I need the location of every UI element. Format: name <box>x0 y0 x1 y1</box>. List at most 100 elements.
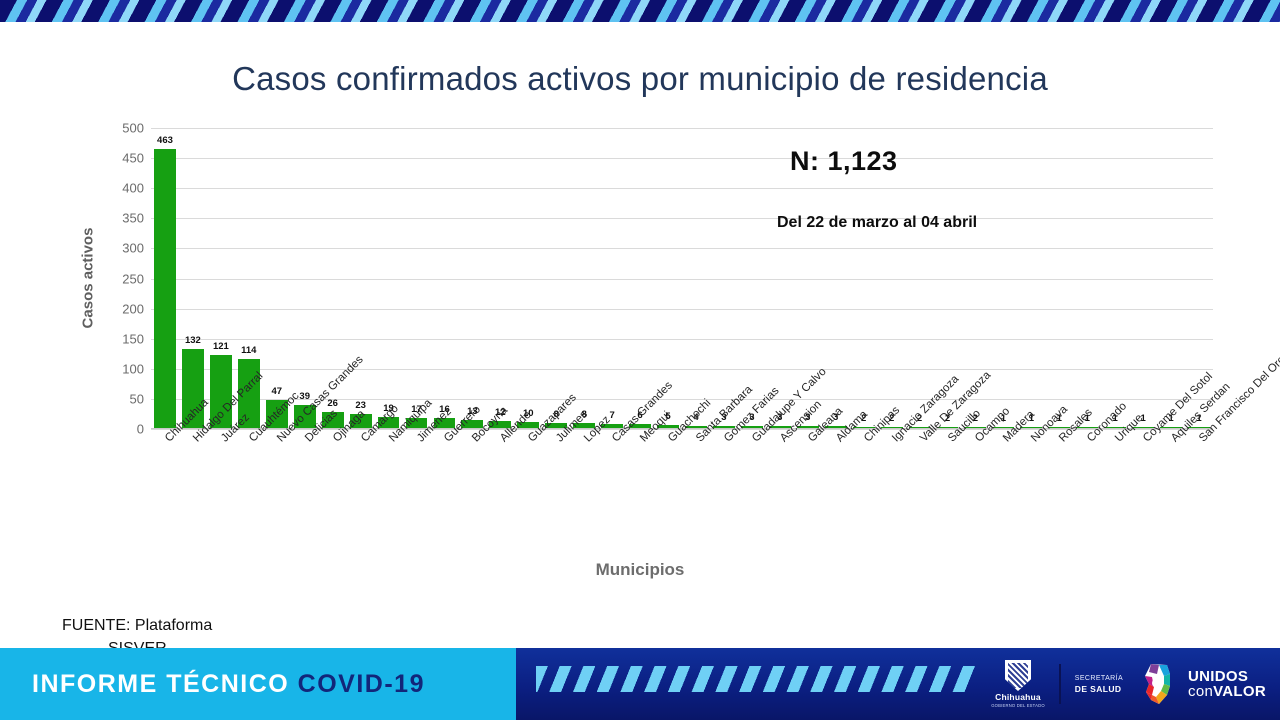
bar[interactable] <box>713 426 735 428</box>
bar[interactable] <box>517 421 540 428</box>
footer-stripes-decoration <box>536 666 976 692</box>
bar-value-label: 463 <box>157 135 173 147</box>
bar[interactable] <box>1160 426 1182 428</box>
bar-value-label: 19 <box>383 402 394 414</box>
y-axis-tick-label: 450 <box>122 150 144 166</box>
total-n-annotation: N: 1,123 <box>790 146 898 176</box>
bar[interactable] <box>154 149 176 428</box>
bar-value-label: 1 <box>1028 412 1034 424</box>
unidos-valor: VALOR <box>1213 683 1266 700</box>
gridline <box>151 429 1213 430</box>
chihuahua-map-svg <box>1145 664 1171 704</box>
bar[interactable] <box>768 426 791 428</box>
y-axis-tick-label: 0 <box>136 421 144 437</box>
page-title: Casos confirmados activos por municipio … <box>232 60 1048 97</box>
bar[interactable] <box>405 417 428 428</box>
bar-value-label: 8 <box>581 409 587 421</box>
gridline <box>151 338 1213 340</box>
gridline <box>151 308 1213 310</box>
bar-value-label: 1 <box>1168 412 1174 424</box>
y-axis-tick-label: 250 <box>122 271 144 286</box>
bar-value-label: 3 <box>721 412 727 424</box>
bar-value-label: 1 <box>1112 412 1118 424</box>
secretaria-salud-logo: SECRETARÍA DE SALUD <box>1075 675 1123 694</box>
y-axis-tick-label: 500 <box>122 120 144 136</box>
y-axis-tick-label: 300 <box>122 240 144 256</box>
bar[interactable] <box>964 426 987 428</box>
bar[interactable] <box>1104 426 1127 428</box>
y-axis-tick-label: 200 <box>122 301 144 317</box>
bar-value-label: 17 <box>411 403 422 415</box>
source-line-1: FUENTE: Plataforma <box>62 617 213 634</box>
bar[interactable] <box>852 426 875 428</box>
bar-value-label: 3 <box>777 412 783 424</box>
bar-value-label: 16 <box>439 404 450 416</box>
chihuahua-logo: Chihuahua GOBIERNO DEL ESTADO <box>991 660 1045 708</box>
bar-value-label: 12 <box>495 406 506 418</box>
bar[interactable] <box>740 426 763 428</box>
gridline <box>151 188 1213 190</box>
bar-value-label: 8 <box>553 409 559 421</box>
bar-value-label: 1 <box>1084 412 1090 424</box>
bar-value-label: 3 <box>805 412 811 424</box>
bar[interactable] <box>796 426 819 428</box>
gridline <box>151 218 1213 220</box>
bar-value-label: 1 <box>1000 412 1007 424</box>
unidos-con: con <box>1188 683 1214 700</box>
bar[interactable] <box>601 423 624 428</box>
bar[interactable] <box>992 426 1015 428</box>
bar[interactable] <box>349 414 372 428</box>
bar-value-label: 3 <box>749 412 755 424</box>
plot-area: 463 132 121 114 47 39 26 23 19 17 16 13 12 10 8 8 7 6 5 4 3 3… <box>151 128 1213 430</box>
bar-value-label: 114 <box>241 345 257 357</box>
bar[interactable] <box>237 359 260 428</box>
bar-value-label: 2 <box>972 412 979 424</box>
unidos-line-1: UNIDOS <box>1188 668 1249 685</box>
bar[interactable] <box>461 420 484 428</box>
y-axis-tick-label: 150 <box>122 331 144 347</box>
bar[interactable] <box>824 426 847 428</box>
bar[interactable] <box>377 416 400 428</box>
top-striped-banner <box>0 0 1280 22</box>
bar[interactable] <box>936 426 959 428</box>
bar[interactable] <box>489 420 512 428</box>
bar-value-label: 39 <box>299 390 310 402</box>
salud-logo-line-1: SECRETARÍA <box>1074 674 1124 682</box>
bar[interactable] <box>1020 426 1043 428</box>
gridline <box>151 368 1213 370</box>
bar[interactable] <box>545 423 568 428</box>
bar[interactable] <box>293 404 316 428</box>
bar[interactable] <box>1188 426 1210 428</box>
chihuahua-map-icon <box>1137 662 1181 706</box>
bar-value-label: 13 <box>467 406 478 418</box>
bar[interactable] <box>1048 426 1071 428</box>
chihuahua-logo-name: Chihuahua <box>995 692 1041 702</box>
bar[interactable] <box>573 423 596 428</box>
bar[interactable] <box>1076 426 1099 428</box>
bar-value-label: 1 <box>1140 412 1146 424</box>
bar[interactable] <box>182 348 204 428</box>
bar[interactable] <box>657 425 679 428</box>
bar[interactable] <box>433 418 456 428</box>
bar[interactable] <box>629 424 651 428</box>
bar-value-label: 132 <box>184 334 201 346</box>
bar[interactable] <box>1132 426 1155 428</box>
footer-right-block: Chihuahua GOBIERNO DEL ESTADO SECRETARÍA… <box>516 648 1280 720</box>
bar[interactable] <box>209 355 232 428</box>
bar[interactable] <box>265 399 288 428</box>
y-axis-tick-label: 50 <box>129 391 144 407</box>
bar-value-label: 47 <box>271 385 283 397</box>
bar[interactable] <box>321 412 344 428</box>
bar[interactable] <box>908 426 931 428</box>
chihuahua-logo-sub: GOBIERNO DEL ESTADO <box>991 703 1045 708</box>
shield-icon <box>1005 660 1031 691</box>
bar-value-label: 6 <box>637 410 643 422</box>
bar-value-label: 5 <box>665 411 671 422</box>
bar-value-label: 3 <box>833 412 839 424</box>
bar[interactable] <box>880 426 903 428</box>
bar[interactable] <box>685 425 707 428</box>
unidos-text-block: UNIDOS conVALOR <box>1188 669 1266 699</box>
bar-value-label: 2 <box>861 412 867 424</box>
gridline <box>151 278 1213 280</box>
